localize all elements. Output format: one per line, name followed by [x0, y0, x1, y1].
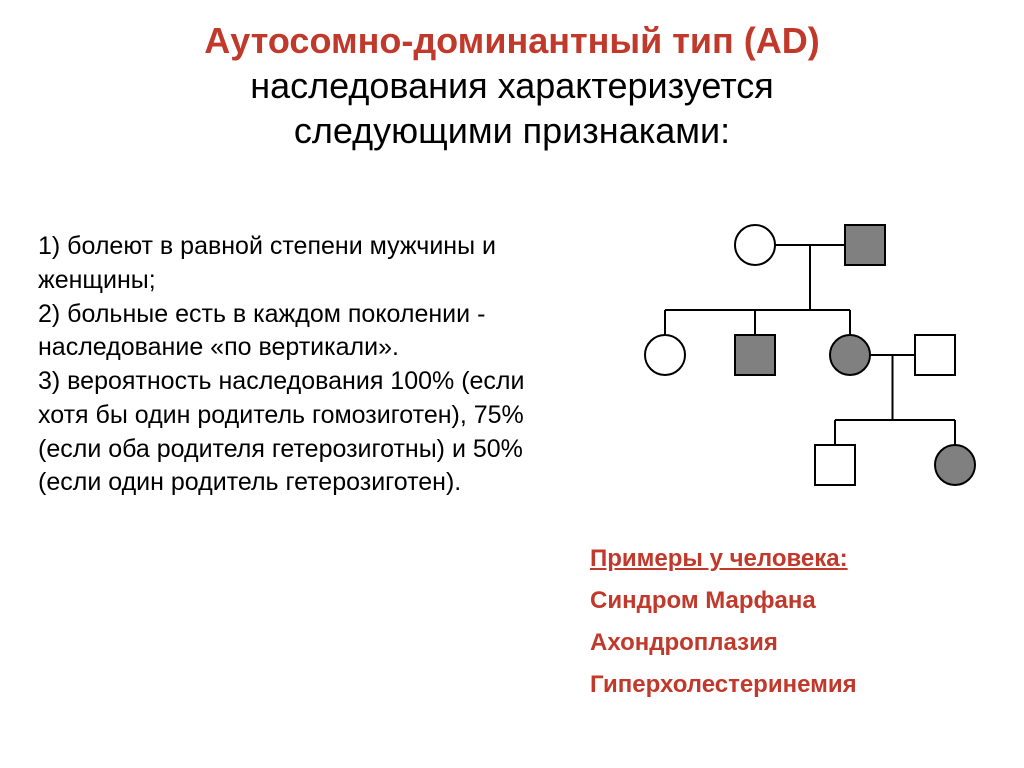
- body-item-1: 1) болеют в равной степени мужчины и жен…: [38, 230, 558, 298]
- examples-item-3: Гиперхолестеринемия: [590, 671, 990, 699]
- body-item-3: 3) вероятность наследования 100% (если х…: [38, 365, 558, 500]
- slide: Аутосомно-доминантный тип (АD) наследова…: [0, 0, 1024, 768]
- examples-heading: Примеры у человека:: [590, 545, 990, 573]
- pedigree-female-icon: [830, 335, 870, 375]
- title-line-3: следующими признаками:: [40, 108, 984, 153]
- pedigree-male-icon: [815, 445, 855, 485]
- pedigree-male-icon: [915, 335, 955, 375]
- pedigree-diagram: [610, 215, 1000, 515]
- pedigree-female-icon: [735, 225, 775, 265]
- title-line-2: наследования характеризуется: [40, 63, 984, 108]
- pedigree-male-icon: [845, 225, 885, 265]
- body-item-2: 2) больные есть в каждом поколении - нас…: [38, 298, 558, 366]
- examples-item-1: Синдром Марфана: [590, 587, 990, 615]
- examples-block: Примеры у человека: Синдром Марфана Ахон…: [590, 545, 990, 713]
- title-line-1: Аутосомно-доминантный тип (АD): [40, 18, 984, 63]
- body-text: 1) болеют в равной степени мужчины и жен…: [38, 230, 558, 500]
- title-block: Аутосомно-доминантный тип (АD) наследова…: [0, 0, 1024, 153]
- examples-item-2: Ахондроплазия: [590, 629, 990, 657]
- pedigree-female-icon: [645, 335, 685, 375]
- pedigree-female-icon: [935, 445, 975, 485]
- pedigree-male-icon: [735, 335, 775, 375]
